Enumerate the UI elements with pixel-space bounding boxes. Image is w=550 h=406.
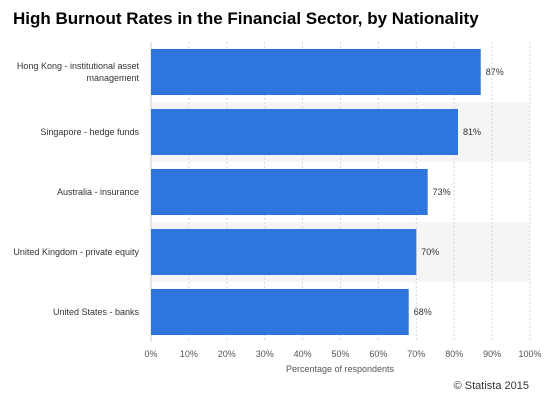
bar[interactable] xyxy=(151,289,409,335)
x-tick-label: 70% xyxy=(407,349,425,359)
bar-value-label: 87% xyxy=(486,67,504,77)
bar-value-label: 68% xyxy=(414,307,432,317)
x-tick-label: 30% xyxy=(256,349,274,359)
bar-value-label: 70% xyxy=(421,247,439,257)
category-label: United States - banks xyxy=(53,307,140,317)
x-tick-label: 80% xyxy=(445,349,463,359)
category-label: Singapore - hedge funds xyxy=(40,127,139,137)
source-credit: © Statista 2015 xyxy=(453,380,529,392)
bar[interactable] xyxy=(151,109,458,155)
x-tick-label: 20% xyxy=(218,349,236,359)
bar[interactable] xyxy=(151,229,417,275)
bar[interactable] xyxy=(151,169,428,215)
x-tick-label: 40% xyxy=(294,349,312,359)
x-tick-label: 10% xyxy=(180,349,198,359)
bar[interactable] xyxy=(151,49,481,95)
x-tick-label: 60% xyxy=(369,349,387,359)
x-tick-label: 100% xyxy=(518,349,541,359)
x-tick-label: 50% xyxy=(331,349,349,359)
category-label: Australia - insurance xyxy=(57,187,139,197)
bar-value-label: 73% xyxy=(433,187,451,197)
bar-value-label: 81% xyxy=(463,127,481,137)
x-tick-label: 0% xyxy=(144,349,157,359)
x-tick-label: 90% xyxy=(483,349,501,359)
x-axis-label: Percentage of respondents xyxy=(286,364,395,374)
chart-title: High Burnout Rates in the Financial Sect… xyxy=(13,9,479,28)
category-label: Hong Kong - institutional asset managemen… xyxy=(17,61,140,83)
category-label: United Kingdom - private equity xyxy=(13,247,139,257)
